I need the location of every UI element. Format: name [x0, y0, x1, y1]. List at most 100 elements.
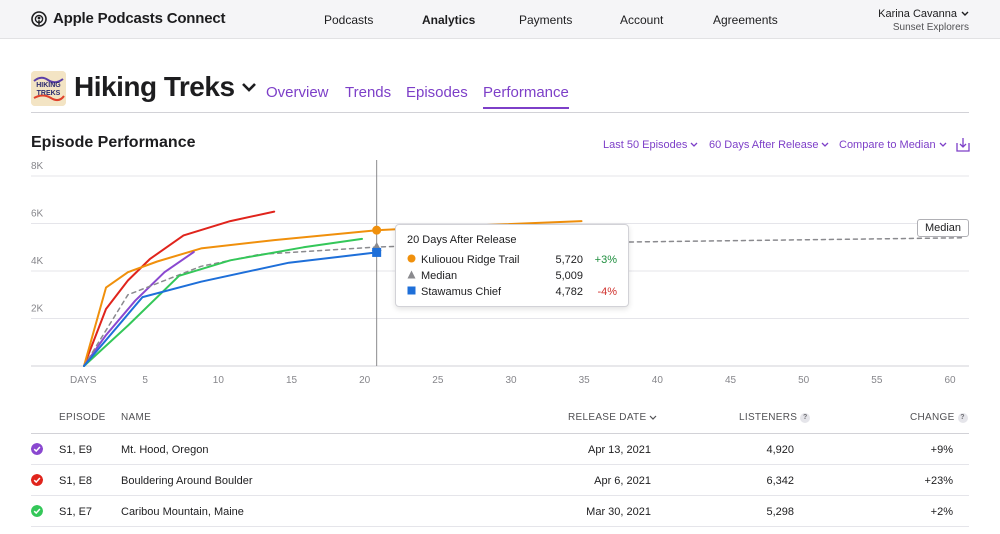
artwork-line-1: HIKING — [36, 82, 61, 89]
y-tick-label: 4K — [31, 256, 44, 267]
release-date: Apr 13, 2021 — [588, 444, 651, 456]
filter-label: 60 Days After Release — [709, 139, 819, 151]
column-header-episode[interactable]: EPISODE — [59, 412, 106, 423]
x-axis-label: DAYS — [70, 375, 97, 386]
tooltip-episode-name: Median — [421, 270, 458, 282]
tooltip-row: Median 5,009 — [407, 268, 617, 284]
column-header-change[interactable]: CHANGE ? — [910, 412, 968, 423]
episode-name: Caribou Mountain, Maine — [121, 506, 244, 518]
chevron-down-icon — [821, 142, 829, 147]
listeners-count: 6,342 — [766, 475, 794, 487]
user-menu[interactable]: Karina Cavanna Sunset Explorers — [878, 8, 969, 33]
release-date: Apr 6, 2021 — [594, 475, 651, 487]
cursor-marker — [372, 225, 382, 235]
artwork-line-2: TREKS — [37, 90, 61, 97]
tooltip-value: 5,009 — [555, 270, 583, 282]
time-window-filter[interactable]: 60 Days After Release — [709, 139, 829, 151]
x-tick-label: 20 — [359, 375, 371, 386]
header-label: LISTENERS — [739, 412, 798, 423]
column-header-release-date[interactable]: RELEASE DATE — [568, 412, 657, 423]
table-row[interactable]: S1, E8 Bouldering Around Boulder Apr 6, … — [31, 465, 969, 496]
nav-payments[interactable]: Payments — [519, 13, 573, 27]
filter-label: Compare to Median — [839, 139, 936, 151]
table-row[interactable]: S1, E7 Caribou Mountain, Maine Mar 30, 2… — [31, 496, 969, 527]
x-tick-label: 60 — [944, 375, 956, 386]
episode-number: S1, E9 — [59, 444, 93, 456]
tooltip-episode-name: Stawamus Chief — [421, 286, 502, 298]
tab-performance[interactable]: Performance — [483, 84, 569, 109]
download-icon[interactable] — [956, 137, 970, 152]
x-tick-label: 15 — [286, 375, 298, 386]
header-label: RELEASE DATE — [568, 412, 647, 423]
nav-podcasts[interactable]: Podcasts — [324, 13, 374, 27]
header-label: EPISODE — [59, 412, 106, 423]
table-header-divider — [31, 433, 969, 434]
y-tick-label: 2K — [31, 304, 44, 315]
x-tick-label: 45 — [725, 375, 737, 386]
change-value: +2% — [930, 506, 953, 518]
checkbox-checked-icon[interactable] — [31, 474, 43, 486]
user-name-row: Karina Cavanna — [878, 8, 969, 20]
info-icon[interactable]: ? — [800, 412, 811, 423]
series-line — [83, 237, 363, 367]
change-value: +23% — [924, 475, 953, 487]
circle-marker-icon — [407, 254, 417, 266]
chevron-down-icon — [939, 142, 947, 147]
tooltip-change: +3% — [594, 254, 617, 266]
tab-episodes[interactable]: Episodes — [406, 84, 468, 101]
chart-markers — [371, 160, 382, 366]
cursor-marker — [372, 247, 382, 257]
chevron-down-icon — [690, 142, 698, 147]
x-tick-label: 25 — [432, 375, 444, 386]
x-tick-label: 35 — [579, 375, 591, 386]
user-name: Karina Cavanna — [878, 8, 957, 20]
tooltip-row: Stawamus Chief 4,782 -4% — [407, 284, 617, 300]
listeners-count: 4,920 — [766, 444, 794, 456]
header-divider — [31, 112, 969, 113]
series-line — [83, 251, 378, 367]
x-tick-label: 10 — [213, 375, 225, 386]
x-tick-label: 30 — [505, 375, 517, 386]
nav-account[interactable]: Account — [620, 13, 664, 27]
x-tick-label: 55 — [871, 375, 883, 386]
checkbox-checked-icon[interactable] — [31, 443, 43, 455]
podcast-selector[interactable]: Hiking Treks — [74, 71, 257, 103]
header-label: CHANGE — [910, 412, 955, 423]
x-tick-label: 50 — [798, 375, 810, 386]
filter-label: Last 50 Episodes — [603, 139, 688, 151]
episode-number: S1, E8 — [59, 475, 93, 487]
nav-agreements[interactable]: Agreements — [713, 13, 778, 27]
tooltip-value: 4,782 — [555, 286, 583, 298]
tab-trends[interactable]: Trends — [345, 84, 392, 101]
tooltip-title: 20 Days After Release — [407, 234, 517, 246]
x-tick-label: 40 — [652, 375, 664, 386]
user-organization: Sunset Explorers — [892, 22, 969, 33]
tooltip-change: -4% — [597, 286, 617, 298]
brand-logo[interactable]: Apple Podcasts Connect — [31, 10, 225, 27]
release-date: Mar 30, 2021 — [586, 506, 651, 518]
brand-name: Apple Podcasts Connect — [53, 10, 226, 27]
change-value: +9% — [930, 444, 953, 456]
column-header-name[interactable]: NAME — [121, 412, 151, 423]
listeners-count: 5,298 — [766, 506, 794, 518]
podcast-title: Hiking Treks — [74, 71, 235, 102]
y-tick-label: 6K — [31, 209, 44, 220]
podcast-artwork: HIKING TREKS — [31, 71, 66, 106]
info-icon[interactable]: ? — [957, 412, 968, 423]
podcasts-icon — [31, 10, 47, 27]
episode-range-filter[interactable]: Last 50 Episodes — [603, 139, 698, 151]
nav-analytics[interactable]: Analytics — [422, 13, 476, 27]
series-line — [83, 251, 195, 367]
episode-number: S1, E7 — [59, 506, 93, 518]
sort-chevron-icon — [650, 415, 657, 420]
table-row[interactable]: S1, E9 Mt. Hood, Oregon Apr 13, 2021 4,9… — [31, 434, 969, 465]
comparison-filter[interactable]: Compare to Median — [839, 139, 947, 151]
tab-overview[interactable]: Overview — [266, 84, 329, 101]
tooltip-row: Kuliouou Ridge Trail 5,720 +3% — [407, 252, 617, 268]
chevron-down-icon — [961, 11, 969, 16]
header-label: NAME — [121, 412, 152, 423]
tooltip-episode-name: Kuliouou Ridge Trail — [421, 254, 520, 266]
column-header-listeners[interactable]: LISTENERS ? — [739, 412, 811, 423]
checkbox-checked-icon[interactable] — [31, 505, 43, 517]
episode-name: Bouldering Around Boulder — [121, 475, 253, 487]
